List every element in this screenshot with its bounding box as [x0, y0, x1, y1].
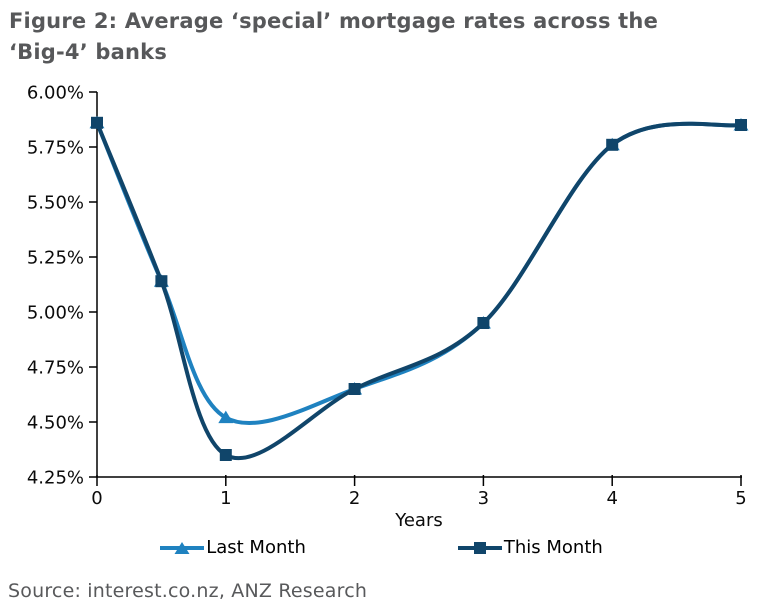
source-attribution: Source: interest.co.nz, ANZ Research — [8, 580, 368, 602]
chart-legend: Last Month This Month — [0, 537, 763, 558]
chart-title-line2: ‘Big-4’ banks — [9, 40, 168, 64]
this-month-line-marker-icon — [457, 540, 502, 556]
y-tick-label: 6.00% — [27, 83, 84, 104]
series-this-month — [91, 116, 747, 461]
data-point-this-month — [155, 275, 168, 288]
x-tick-label: 2 — [349, 488, 360, 509]
x-tick-label: 5 — [735, 488, 746, 509]
data-point-this-month — [606, 138, 619, 151]
x-tick-label: 4 — [606, 488, 617, 509]
series-line-last-month — [95, 120, 743, 426]
y-tick-label: 4.50% — [27, 413, 84, 434]
series-line-this-month — [95, 120, 743, 461]
data-point-this-month — [91, 116, 103, 129]
data-point-this-month — [348, 383, 361, 395]
x-tick-label: 0 — [91, 488, 102, 509]
chart-title-line1: Figure 2: Average ‘special’ mortgage rat… — [9, 9, 659, 33]
last-month-line-marker-icon — [160, 540, 205, 556]
y-tick-label: 5.75% — [27, 138, 84, 159]
y-tick-label: 4.25% — [27, 468, 84, 489]
legend-item-last-month: Last Month — [160, 537, 306, 558]
legend-item-this-month: This Month — [457, 537, 603, 558]
y-tick-label: 5.00% — [27, 303, 84, 324]
y-tick-label: 5.25% — [27, 248, 84, 269]
x-axis-title: Years — [394, 510, 443, 531]
chart-title: Figure 2: Average ‘special’ mortgage rat… — [9, 6, 754, 68]
x-tick-label: 3 — [478, 488, 489, 509]
y-tick-label: 4.75% — [27, 358, 84, 379]
data-point-this-month — [477, 317, 490, 329]
legend-label-last-month: Last Month — [206, 537, 306, 558]
y-tick-label: 5.50% — [27, 193, 84, 214]
data-point-this-month — [735, 119, 747, 131]
data-point-this-month — [219, 449, 232, 461]
legend-label-this-month: This Month — [503, 537, 603, 558]
data-point-last-month — [218, 410, 234, 424]
x-tick-label: 1 — [220, 488, 231, 509]
